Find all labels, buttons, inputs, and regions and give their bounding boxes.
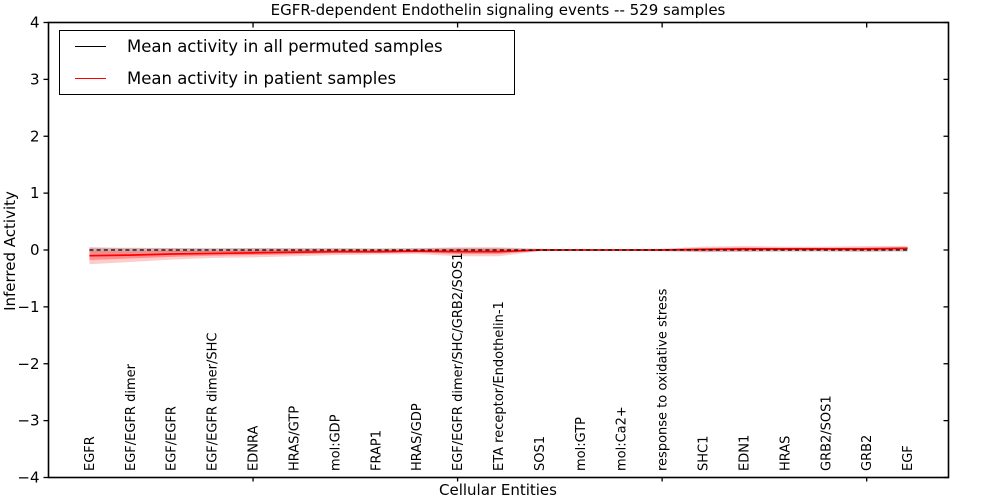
chart-title: EGFR-dependent Endothelin signaling even…	[270, 1, 726, 19]
x-tick-label: EGFR	[83, 436, 98, 471]
x-tick-label: EGF	[901, 445, 916, 471]
patient-line-sample-icon	[75, 78, 106, 79]
x-tick-label: EGF/EGFR	[165, 406, 180, 471]
y-tick-label: 4	[30, 14, 40, 32]
legend-label-permuted: Mean activity in all permuted samples	[127, 37, 443, 56]
x-tick-label: EGF/EGFR dimer/SHC/GRB2/SOS1	[451, 253, 466, 472]
y-tick-label: −2	[17, 355, 39, 373]
x-tick-label: EDNRA	[247, 426, 262, 471]
x-tick-label: HRAS	[778, 436, 793, 471]
y-tick-label: 0	[30, 241, 40, 259]
x-tick-label: FRAP1	[369, 430, 384, 471]
y-tick-label: −1	[17, 298, 39, 316]
legend-item-permuted: Mean activity in all permuted samples	[75, 33, 514, 61]
y-tick-label: −4	[17, 469, 39, 487]
y-tick-label: 1	[30, 184, 40, 202]
y-tick-label: −3	[17, 412, 39, 430]
legend-item-patient: Mean activity in patient samples	[75, 65, 514, 93]
x-tick-label: SHC1	[697, 436, 712, 471]
y-tick-label: 2	[30, 127, 40, 145]
x-axis-label: Cellular Entities	[439, 481, 557, 499]
legend-label-patient: Mean activity in patient samples	[127, 69, 397, 88]
x-tick-label: GRB2	[860, 435, 875, 471]
x-tick-label: mol:GTP	[574, 417, 589, 471]
x-tick-label: HRAS/GTP	[287, 406, 302, 471]
x-tick-label: mol:GDP	[328, 414, 343, 471]
y-axis-label: Inferred Activity	[1, 191, 19, 311]
x-tick-label: EGF/EGFR dimer/SHC	[206, 333, 221, 471]
x-tick-label: EDN1	[737, 435, 752, 471]
x-tick-label: EGF/EGFR dimer	[124, 363, 139, 471]
x-tick-label: SOS1	[533, 436, 548, 471]
patient-mean-line	[89, 247, 908, 257]
y-tick-label: 3	[30, 70, 40, 88]
legend: Mean activity in all permuted samples Me…	[59, 30, 515, 95]
x-tick-label: ETA receptor/Endothelin-1	[492, 301, 507, 471]
x-tick-label: GRB2/SOS1	[819, 395, 834, 471]
x-tick-label: mol:Ca2+	[615, 406, 630, 471]
permuted-line-sample-icon	[75, 46, 106, 47]
x-tick-label: HRAS/GDP	[410, 403, 425, 471]
x-tick-label: response to oxidative stress	[656, 288, 671, 471]
